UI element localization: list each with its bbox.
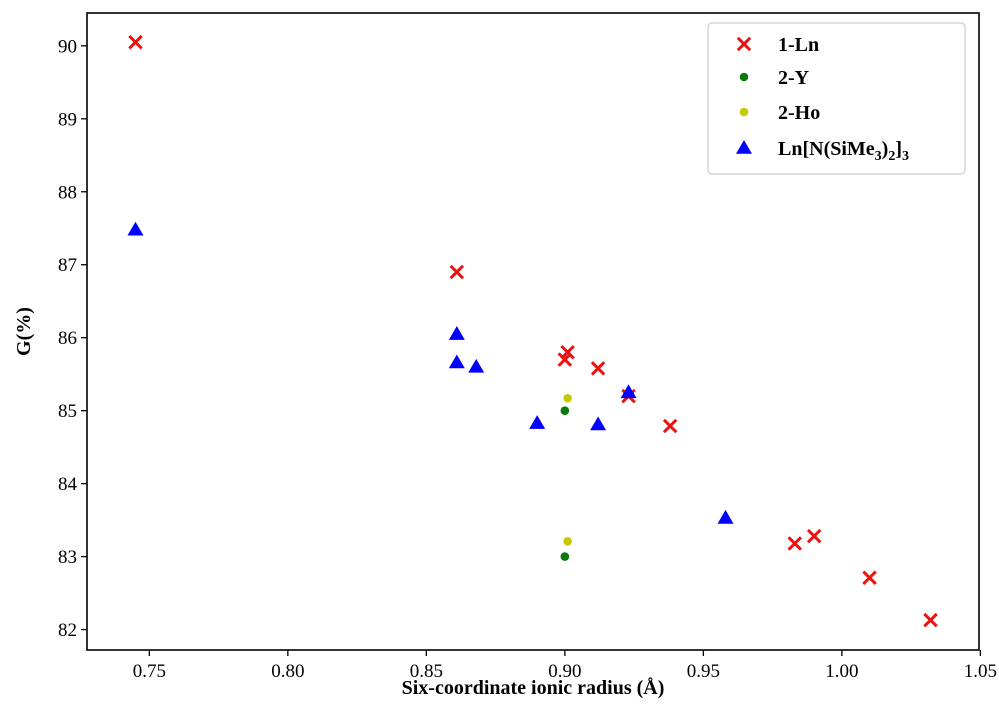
legend-marker	[739, 72, 749, 82]
legend-label: 2-Y	[778, 67, 810, 89]
series-1	[560, 406, 570, 561]
x-tick-label: 0.90	[548, 661, 581, 682]
legend-entry: 1-Ln	[736, 34, 819, 56]
data-point	[448, 354, 465, 369]
data-point	[620, 384, 637, 399]
x-tick-label: 0.95	[687, 661, 720, 682]
x-tick-label: 1.05	[964, 661, 997, 682]
data-point	[127, 221, 144, 236]
x-tick-label: 1.00	[825, 661, 858, 682]
data-point	[563, 536, 572, 546]
legend-box	[707, 22, 966, 175]
y-tick-label: 90	[58, 36, 77, 57]
legend-marker	[739, 107, 749, 117]
data-point	[662, 418, 678, 434]
plot-frame	[86, 12, 980, 651]
y-tick-label: 82	[58, 620, 77, 641]
data-point	[787, 536, 803, 551]
y-tick-label: 89	[58, 109, 77, 130]
legend-entry: 2-Y	[739, 67, 810, 89]
data-point	[590, 416, 607, 431]
x-tick-label: 0.80	[271, 661, 304, 682]
x-axis-ticks: 0.75 0.80 0.85 0.90 0.95 1.00 1.05	[133, 650, 997, 682]
series-3	[127, 221, 734, 524]
y-tick-label: 84	[58, 474, 78, 495]
legend-marker	[736, 36, 752, 52]
legend-label: Ln[N(SiMe3)2]3	[778, 138, 909, 164]
y-tick-label: 83	[58, 547, 77, 568]
data-point	[449, 264, 465, 280]
legend-marker	[736, 140, 752, 154]
data-point	[448, 326, 465, 340]
legend-label: 2-Ho	[778, 102, 820, 124]
data-point	[529, 415, 546, 429]
x-axis-label: Six-coordinate ionic radius (Å)	[402, 676, 665, 699]
data-point	[923, 612, 938, 628]
legend-entry: 2-Ho	[739, 102, 820, 124]
data-point	[560, 552, 570, 561]
series-2	[563, 393, 572, 546]
plot-marks	[127, 34, 938, 628]
legend-label: 1-Ln	[778, 34, 819, 56]
x-tick-label: 0.85	[410, 661, 443, 682]
data-point	[468, 358, 485, 373]
y-tick-label: 85	[58, 401, 77, 422]
y-axis-label: G(%)	[13, 307, 35, 356]
legend-entries: 1-Ln 2-Y 2-Ho Ln[N(SiMe3)2]3	[736, 34, 909, 164]
data-point	[563, 393, 572, 403]
legend: 1-Ln 2-Y 2-Ho Ln[N(SiMe3)2]3	[707, 22, 966, 175]
y-axis-ticks: 82 83 84 85 86 87 88 89 90	[58, 36, 87, 641]
y-tick-label: 86	[58, 328, 77, 349]
data-point	[590, 361, 606, 376]
data-point	[560, 406, 570, 415]
y-tick-label: 87	[58, 255, 77, 276]
y-tick-label: 88	[58, 182, 77, 203]
data-point	[717, 509, 734, 524]
data-point	[862, 570, 877, 586]
data-point	[128, 34, 143, 50]
legend-entry: Ln[N(SiMe3)2]3	[736, 138, 909, 164]
data-point	[560, 345, 575, 360]
data-point	[806, 528, 822, 544]
x-tick-label: 0.75	[133, 661, 166, 682]
